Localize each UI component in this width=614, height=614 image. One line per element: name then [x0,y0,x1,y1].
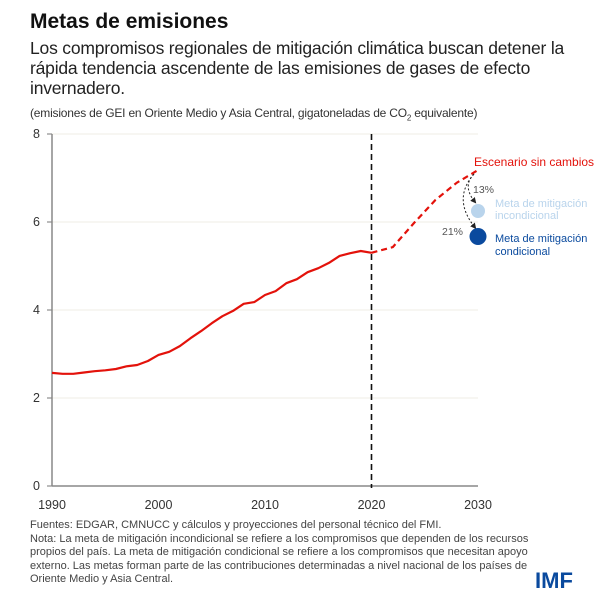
chart-title: Metas de emisiones [30,10,229,33]
note-text: Nota: La meta de mitigación incondiciona… [30,532,529,586]
chart-subtitle: Los compromisos regionales de mitigación… [30,38,565,98]
historical-line [51,249,372,375]
gridlines [52,133,478,399]
unconditional-target-point [471,204,485,218]
pct-13-label: 13% [473,184,494,196]
y-tick-label: 4 [33,303,40,317]
axes [47,133,478,487]
reduction-arrow [462,173,477,230]
footnotes: Fuentes: EDGAR, CMNUCC y cálculos y proy… [30,519,550,587]
unconditional-label-line1: Meta de mitigación [495,198,587,210]
target-points [469,204,487,246]
y-tick-label: 0 [33,479,40,493]
reduction-arrow [467,173,477,204]
conditional-label-line1: Meta de mitigación [495,233,587,245]
y-tick-label: 6 [33,215,40,229]
conditional-label-line2: condicional [495,246,550,258]
x-tick-label: 1990 [38,498,66,512]
unconditional-label-line2: incondicional [495,210,559,222]
y-tick-labels: 0 2 4 6 8 [33,127,40,493]
sources-text: Fuentes: EDGAR, CMNUCC y cálculos y proy… [30,519,442,531]
series-lines [51,169,479,375]
units-prefix: (emisiones de GEI en Oriente Medio y Asi… [30,106,407,120]
bau-label: Escenario sin cambios [474,155,594,169]
y-tick-label: 8 [33,127,40,141]
x-tick-labels: 1990 2000 2010 2020 2030 [38,498,492,512]
y-tick-label: 2 [33,391,40,405]
units-label: (emisiones de GEI en Oriente Medio y Asi… [30,106,477,122]
x-tick-label: 2000 [145,498,173,512]
units-subscript: 2 [406,113,412,123]
conditional-target-point [469,228,487,246]
bau-scenario-line [371,169,479,254]
pct-21-label: 21% [442,226,463,238]
imf-logo: IMF [535,568,573,593]
x-tick-label: 2010 [251,498,279,512]
units-suffix: equivalente) [411,106,478,120]
reduction-arrows [462,173,477,230]
x-tick-label: 2030 [464,498,492,512]
x-tick-label: 2020 [358,498,386,512]
